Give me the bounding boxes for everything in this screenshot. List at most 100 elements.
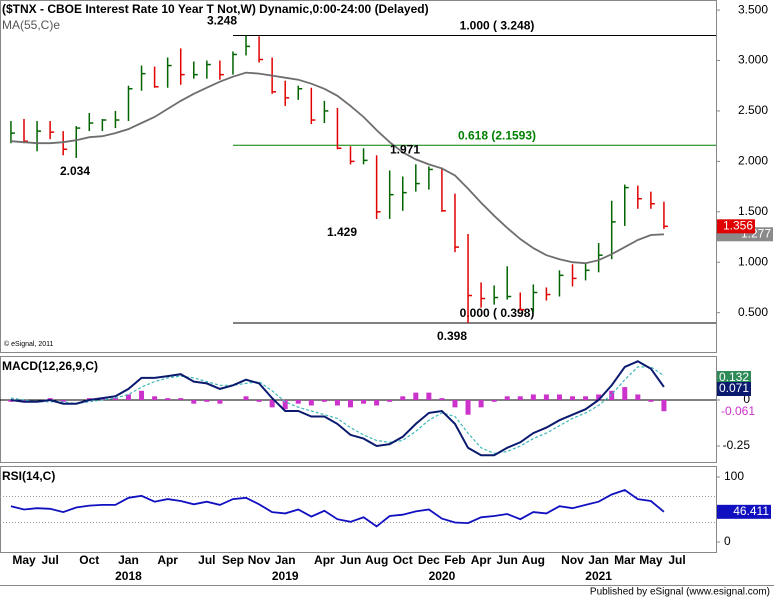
fib-label: 1.000 ( 3.248)	[460, 19, 535, 33]
x-tick-label: Jan	[275, 553, 296, 567]
x-tick-label: Jun	[497, 553, 518, 567]
price-annotation: 3.248	[207, 14, 237, 28]
histogram-bar	[348, 399, 353, 408]
x-tick-label: Apr	[314, 553, 335, 567]
chart-title: ($TNX - CBOE Interest Rate 10 Year T Not…	[2, 2, 429, 16]
y-tick-label: 2.000	[738, 154, 768, 168]
price-value-label-box	[717, 219, 755, 234]
histogram-bar	[570, 396, 576, 400]
x-tick-label: Aug	[365, 553, 388, 567]
panel-title: RSI(14,C)	[2, 469, 55, 483]
histogram-bar	[426, 392, 432, 400]
histogram-bar	[204, 399, 210, 402]
histogram-bar	[217, 399, 223, 404]
x-tick-label: Sep	[222, 553, 244, 567]
x-tick-label: Nov	[248, 553, 271, 567]
panel-title: MACD(12,26,9,C)	[2, 359, 98, 373]
rsi-frame	[0, 466, 717, 553]
histogram-bar	[191, 399, 197, 404]
moving-average	[10, 71, 664, 265]
histogram-bar	[361, 399, 367, 404]
y-tick-label: -0.25	[723, 438, 751, 452]
price-annotation: 1.971	[390, 142, 420, 156]
x-tick-label: Apr	[471, 553, 492, 567]
histogram-bar	[256, 399, 262, 402]
histogram-bar	[583, 396, 589, 400]
year-label: 2018	[115, 569, 142, 583]
x-tick-label: Jun	[340, 553, 361, 567]
histogram-bar	[517, 396, 523, 400]
price-frame	[0, 0, 717, 353]
y-tick-label: 3.500	[738, 2, 768, 16]
histogram-bar	[556, 394, 562, 400]
footer: Published by eSignal (www.esignal.com)	[590, 587, 770, 598]
year-label: 2020	[429, 569, 456, 583]
rsi-value-label-box	[717, 504, 771, 519]
frames	[0, 0, 774, 586]
histogram-bar	[622, 387, 628, 400]
x-tick-label: Jan	[118, 553, 139, 567]
histogram-bar	[635, 394, 641, 400]
macd-value-label-box	[717, 382, 751, 396]
histogram-bar	[413, 392, 419, 400]
fib-label: 0.000 ( 0.398)	[460, 306, 535, 320]
histogram-bar	[139, 390, 145, 400]
x-tick-label: Jul	[668, 553, 685, 567]
histogram-bar	[530, 394, 536, 400]
histogram-bar	[125, 394, 131, 400]
histogram-bar	[295, 399, 301, 404]
x-tick-label: Nov	[561, 553, 584, 567]
histogram-bar	[465, 399, 471, 415]
y-tick-label: 100	[724, 469, 744, 483]
price-annotation: 1.429	[327, 225, 357, 239]
histogram-bar	[321, 399, 327, 402]
price-annotation: 2.034	[60, 164, 90, 178]
signal-value-label: 0.132	[719, 370, 749, 384]
histogram-bar	[452, 399, 458, 408]
signal-value-label-box	[717, 371, 751, 385]
macd-line	[10, 360, 665, 457]
histogram-value-label-box	[717, 405, 757, 419]
price-annotation: 0.398	[437, 329, 467, 343]
x-tick-label: Dec	[418, 553, 440, 567]
histogram-bar	[478, 399, 484, 408]
year-label: 2021	[585, 569, 612, 583]
histogram-bar	[165, 398, 171, 400]
x-tick-label: Oct	[393, 553, 413, 567]
macd-frame	[0, 356, 717, 463]
y-tick-label: 2.500	[738, 103, 768, 117]
histogram-bar	[648, 399, 654, 402]
y-tick-label: 3.000	[738, 53, 768, 67]
x-tick-label: Apr	[157, 553, 178, 567]
y-tick-label: 1.000	[738, 254, 768, 268]
histogram-bar	[439, 398, 445, 400]
histogram-bar	[661, 399, 667, 412]
x-tick-label: Mar	[614, 553, 636, 567]
histogram-bar	[178, 398, 184, 400]
legend-entry: MA(55,C)e	[2, 18, 60, 32]
x-tick-label: Jan	[588, 553, 609, 567]
rsi-line	[10, 488, 665, 528]
y-tick-label: 1.500	[738, 204, 768, 218]
histogram-value-label: -0.061	[721, 404, 755, 418]
macd-value-label: 0.071	[719, 381, 749, 395]
fib-label: 0.618 (2.1593)	[458, 128, 536, 142]
histogram-bar	[282, 399, 288, 410]
histogram-bar	[152, 396, 158, 400]
histogram-bar	[334, 399, 340, 406]
histogram-bar	[269, 399, 275, 408]
x-tick-label: May	[12, 553, 36, 567]
histogram-bar	[504, 396, 510, 400]
year-label: 2019	[272, 569, 299, 583]
histogram-bar	[491, 399, 497, 402]
histogram-bar	[112, 398, 118, 400]
x-tick-label: Oct	[79, 553, 99, 567]
x-tick-label: Jul	[41, 553, 58, 567]
histogram-bar	[596, 394, 602, 400]
x-tick-label: Jul	[198, 553, 215, 567]
histogram-bar	[374, 399, 380, 406]
signal-line	[10, 366, 665, 455]
histogram-bar	[543, 394, 549, 400]
x-tick-label: Aug	[522, 553, 545, 567]
